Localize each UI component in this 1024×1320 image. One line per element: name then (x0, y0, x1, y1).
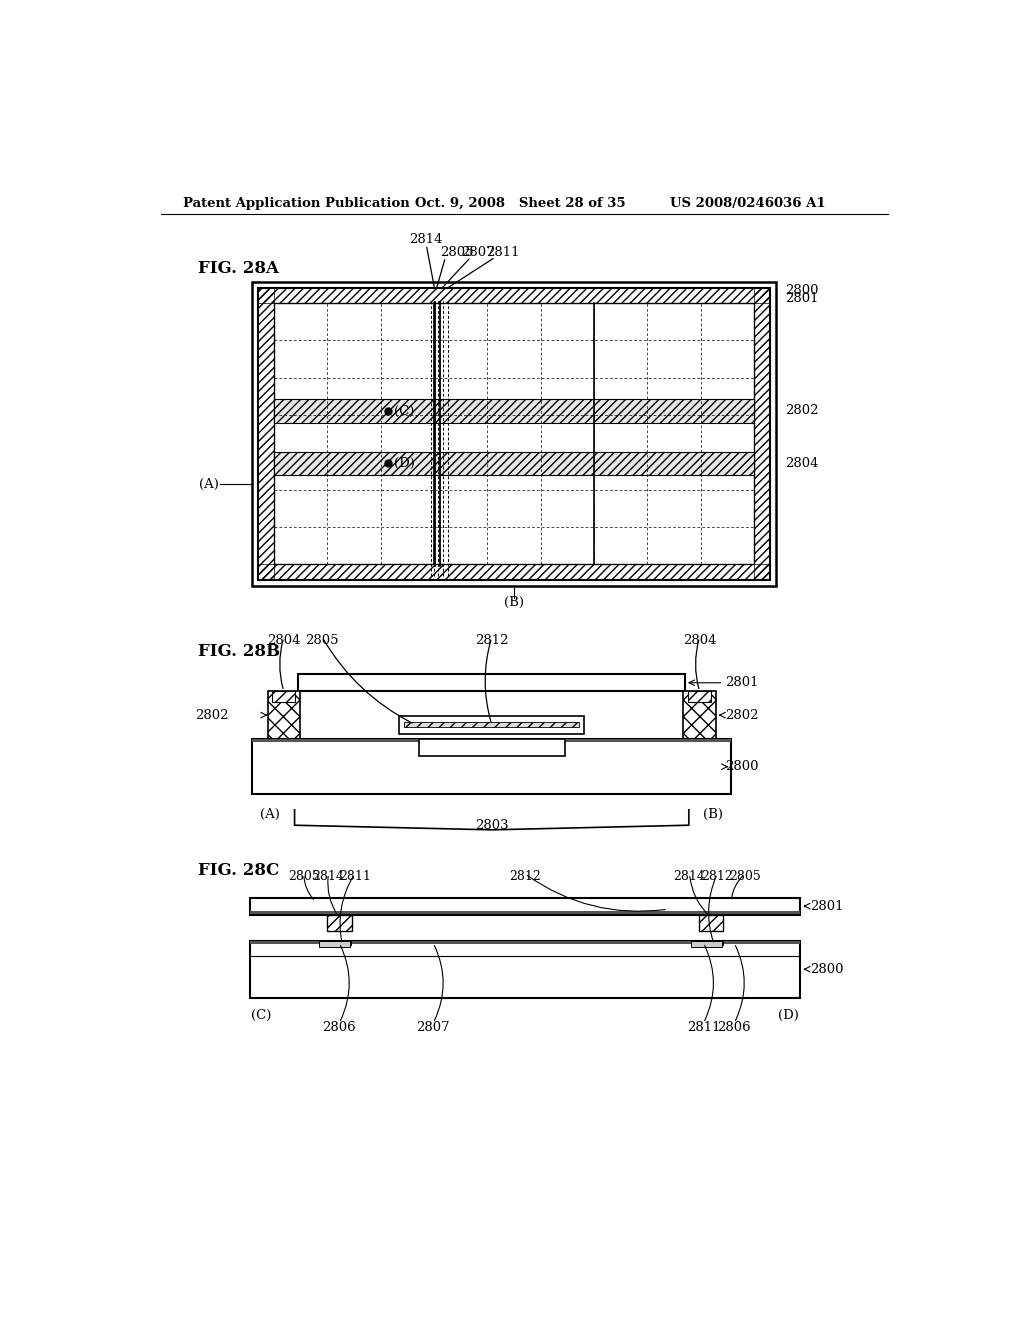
Text: 2806: 2806 (323, 1022, 356, 1035)
Bar (403, 722, 580, 726)
Text: (A): (A) (260, 808, 280, 821)
Bar (252, 739, 731, 742)
Text: 2804: 2804 (785, 457, 818, 470)
Text: 2802: 2802 (725, 709, 759, 722)
Text: 2805: 2805 (440, 246, 473, 259)
Text: (D): (D) (778, 1008, 799, 1022)
Text: FIG. 28C: FIG. 28C (199, 862, 280, 879)
Text: 2807: 2807 (461, 246, 495, 259)
Text: 2802: 2802 (196, 709, 229, 722)
Text: 2801: 2801 (725, 676, 759, 689)
Bar (755, 288, 770, 579)
Text: 2805: 2805 (729, 870, 761, 883)
Text: 2801: 2801 (810, 899, 843, 912)
Text: 2805: 2805 (305, 634, 339, 647)
Text: 2801: 2801 (785, 292, 818, 305)
Text: 2800: 2800 (810, 962, 843, 975)
Text: 2814: 2814 (674, 870, 706, 883)
Bar (319, 941, 350, 946)
Bar (298, 675, 685, 692)
Bar (252, 739, 731, 795)
Bar (250, 941, 801, 944)
Bar (258, 564, 770, 579)
Bar (250, 911, 801, 913)
Text: Patent Application Publication: Patent Application Publication (183, 197, 410, 210)
Bar (250, 898, 801, 915)
Bar (399, 715, 584, 734)
Bar (273, 400, 755, 422)
Bar (250, 941, 801, 998)
Bar (272, 692, 295, 702)
Bar (683, 692, 716, 739)
Text: US 2008/0246036 A1: US 2008/0246036 A1 (670, 197, 825, 210)
Text: 2807: 2807 (417, 1022, 450, 1035)
Text: 2802: 2802 (785, 404, 818, 417)
Text: 2804: 2804 (683, 634, 717, 647)
Bar (327, 915, 351, 932)
Text: FIG. 28B: FIG. 28B (199, 643, 281, 660)
Bar (258, 288, 770, 304)
Text: 2812: 2812 (509, 870, 541, 883)
Text: 2800: 2800 (725, 760, 759, 774)
Bar (258, 288, 273, 579)
Bar (328, 941, 351, 945)
Text: (C): (C) (394, 404, 415, 417)
Text: 2812: 2812 (701, 870, 733, 883)
Bar (691, 941, 722, 946)
Text: 2805: 2805 (288, 870, 319, 883)
Text: (A): (A) (200, 478, 219, 491)
Bar (688, 692, 711, 702)
Text: (C): (C) (252, 1008, 271, 1022)
Bar (699, 941, 723, 945)
Text: Oct. 9, 2008   Sheet 28 of 35: Oct. 9, 2008 Sheet 28 of 35 (416, 197, 626, 210)
Text: FIG. 28A: FIG. 28A (199, 260, 280, 277)
Text: 2804: 2804 (267, 634, 300, 647)
Text: 2814: 2814 (410, 232, 443, 246)
Text: (B): (B) (504, 597, 524, 610)
Text: 2806: 2806 (718, 1022, 751, 1035)
Bar (258, 288, 770, 579)
Bar (273, 451, 755, 475)
Bar (267, 692, 300, 739)
Text: 2811: 2811 (339, 870, 371, 883)
Bar (273, 304, 755, 564)
Text: 2814: 2814 (312, 870, 344, 883)
Text: 2800: 2800 (785, 284, 818, 297)
Text: 2811: 2811 (687, 1022, 720, 1035)
Text: (D): (D) (394, 457, 415, 470)
Bar (698, 915, 724, 932)
Text: 2811: 2811 (486, 246, 520, 259)
Bar (252, 281, 776, 586)
Bar (419, 739, 565, 756)
Text: (B): (B) (703, 808, 724, 821)
Text: 2803: 2803 (475, 818, 509, 832)
Text: 2812: 2812 (475, 634, 509, 647)
